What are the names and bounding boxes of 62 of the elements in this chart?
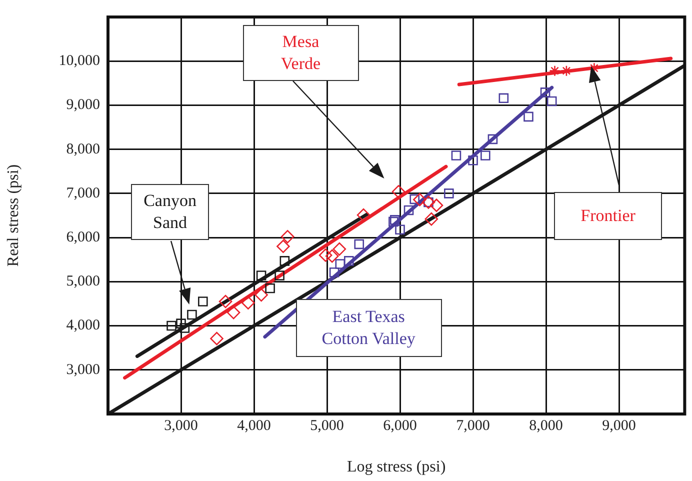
point [254, 288, 268, 302]
y-tick-label: 10,000 [58, 53, 100, 70]
point [588, 62, 600, 74]
point [265, 283, 275, 294]
point [198, 296, 208, 306]
point [176, 318, 186, 328]
x-tick-label: 5,000 [310, 418, 344, 434]
callout-box: Mesa Verde [242, 24, 359, 81]
point [256, 270, 266, 280]
x-axis-title: Log stress (psi) [347, 458, 446, 476]
y-tick-label: 7,000 [66, 185, 100, 202]
x-tick-label: 8,000 [529, 418, 563, 434]
point [540, 88, 550, 98]
point [524, 112, 534, 122]
point [549, 65, 560, 76]
point [424, 212, 438, 226]
point [395, 224, 405, 235]
point [226, 306, 240, 320]
point [498, 93, 509, 104]
y-axis-title: Real stress (psi) [4, 164, 22, 267]
point [280, 230, 294, 244]
point [332, 242, 346, 256]
point [451, 150, 462, 160]
point [392, 185, 406, 198]
point [335, 259, 346, 269]
point [166, 320, 176, 331]
point [210, 332, 224, 346]
point [318, 248, 332, 262]
point [468, 155, 478, 166]
x-tick-label: 3,000 [164, 418, 198, 434]
point [187, 310, 197, 320]
series-label: East Texas Cotton Valley [322, 306, 416, 350]
callout-box: East Texas Cotton Valley [296, 298, 442, 357]
point [274, 270, 284, 280]
point [488, 134, 498, 144]
y-tick-label: 9,000 [66, 97, 100, 114]
x-tick-label: 7,000 [456, 418, 490, 434]
y-tick-label: 3,000 [66, 362, 100, 378]
y-tick-label: 6,000 [66, 229, 100, 246]
point [276, 240, 290, 254]
point [325, 249, 339, 263]
x-tick-label: 6,000 [383, 418, 417, 434]
x-tick-label: 4,000 [237, 418, 271, 434]
point [480, 150, 490, 160]
point [354, 239, 364, 250]
point [404, 205, 414, 216]
point [242, 296, 255, 310]
y-tick-label: 4,000 [66, 318, 100, 334]
point [280, 256, 290, 266]
point [356, 208, 370, 222]
point [329, 268, 340, 278]
point [444, 188, 454, 198]
y-tick-label: 5,000 [66, 274, 100, 290]
callout-box: Frontier [554, 192, 662, 240]
y-tick-label: 8,000 [66, 141, 100, 158]
point [180, 323, 190, 333]
point [218, 294, 232, 308]
point [546, 96, 557, 106]
point [413, 192, 426, 206]
x-tick-label: 9,000 [602, 418, 636, 434]
callout-box: Canyon Sand [131, 184, 210, 240]
point [430, 198, 444, 212]
